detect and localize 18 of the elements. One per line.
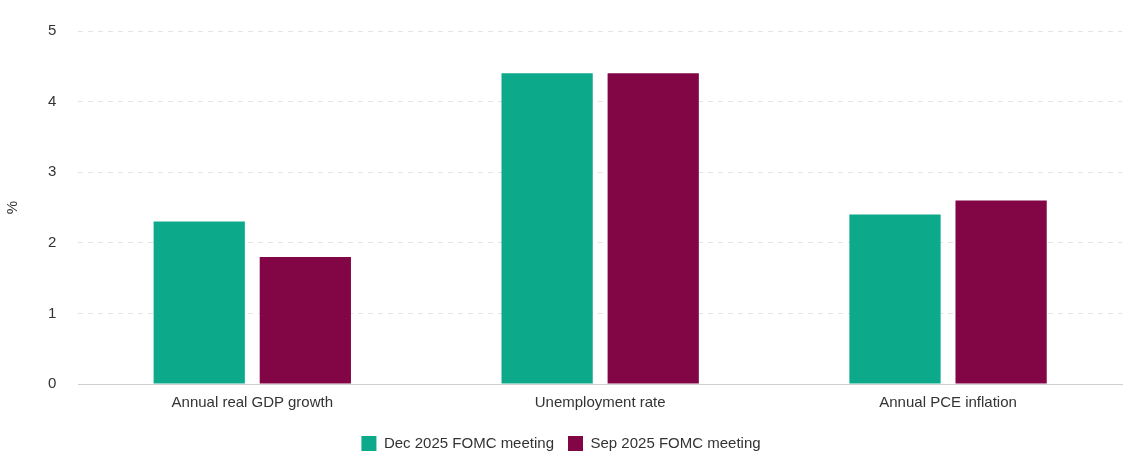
y-tick-label: 2 (48, 232, 57, 250)
y-tick-label: 1 (48, 303, 57, 321)
y-tick-label: 0 (48, 374, 57, 392)
x-tick-label: Unemployment rate (534, 393, 666, 411)
y-tick-label: 4 (48, 91, 57, 109)
bar (849, 214, 941, 384)
x-tick-label: Annual PCE inflation (879, 393, 1017, 411)
bar (607, 73, 699, 384)
legend-label: Dec 2025 FOMC meeting (383, 433, 554, 451)
legend-label: Sep 2025 FOMC meeting (590, 433, 761, 451)
bar (955, 200, 1047, 384)
bar (153, 221, 245, 384)
x-tick-label: Annual real GDP growth (171, 393, 334, 411)
bar (501, 73, 593, 384)
y-tick-label: 5 (48, 21, 57, 39)
y-axis-title: % (3, 200, 21, 215)
bar (259, 256, 351, 384)
y-tick-label: 3 (48, 162, 57, 180)
